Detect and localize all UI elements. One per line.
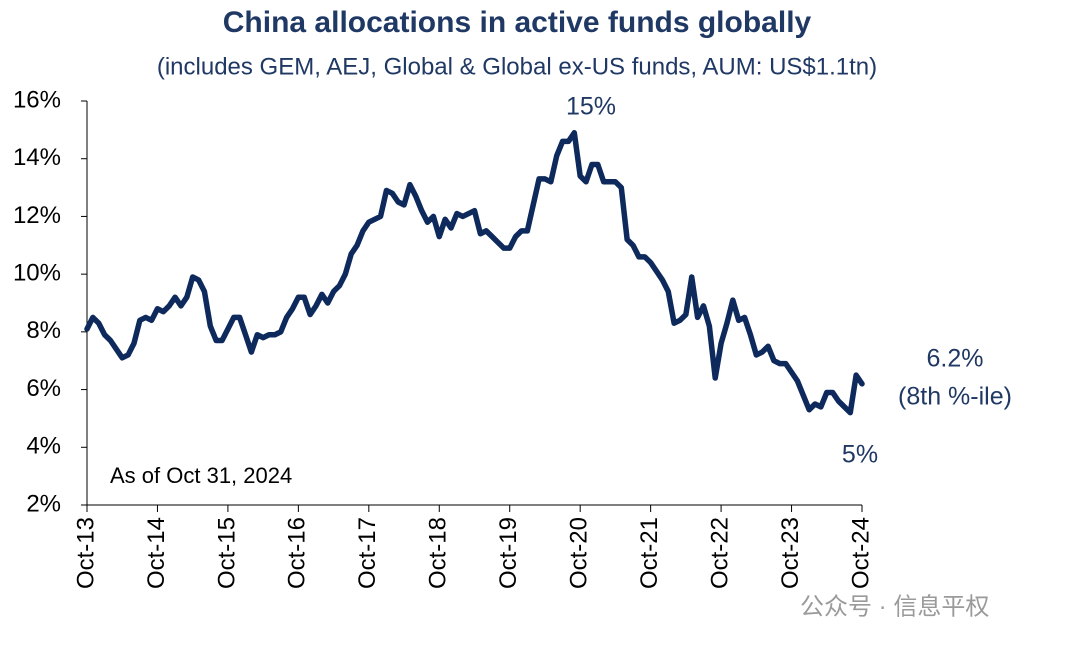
x-tick-label: Oct-17 <box>354 517 381 589</box>
y-tick-label: 10% <box>13 259 61 286</box>
y-tick-label: 2% <box>26 490 61 517</box>
x-tick-label: Oct-18 <box>425 517 452 589</box>
x-tick-label: Oct-16 <box>284 517 311 589</box>
chart-subtitle: (includes GEM, AEJ, Global & Global ex-U… <box>157 53 877 80</box>
chart-title: China allocations in active funds global… <box>223 6 812 39</box>
x-tick-label: Oct-15 <box>213 517 240 589</box>
watermark: 公众号 · 信息平权 <box>800 593 989 620</box>
y-tick-label: 6% <box>26 375 61 402</box>
x-tick-label: Oct-23 <box>777 517 804 589</box>
x-tick-label: Oct-19 <box>495 517 522 589</box>
annotation: 6.2% <box>927 345 984 373</box>
y-tick-label: 4% <box>26 433 61 460</box>
y-tick-label: 14% <box>13 144 61 171</box>
x-tick-label: Oct-24 <box>847 517 874 589</box>
annotation: As of Oct 31, 2024 <box>110 463 292 488</box>
annotation: 15% <box>566 93 616 121</box>
y-tick-label: 12% <box>13 202 61 229</box>
x-tick-label: Oct-22 <box>706 517 733 589</box>
annotation: 5% <box>842 441 878 469</box>
y-tick-label: 8% <box>26 317 61 344</box>
line-series <box>84 129 865 416</box>
x-tick-label: Oct-14 <box>143 517 170 589</box>
x-tick-label: Oct-20 <box>566 517 593 589</box>
x-tick-label: Oct-13 <box>72 517 99 589</box>
annotation: (8th %-ile) <box>898 383 1012 411</box>
y-tick-label: 16% <box>13 86 61 113</box>
x-tick-label: Oct-21 <box>636 517 663 589</box>
